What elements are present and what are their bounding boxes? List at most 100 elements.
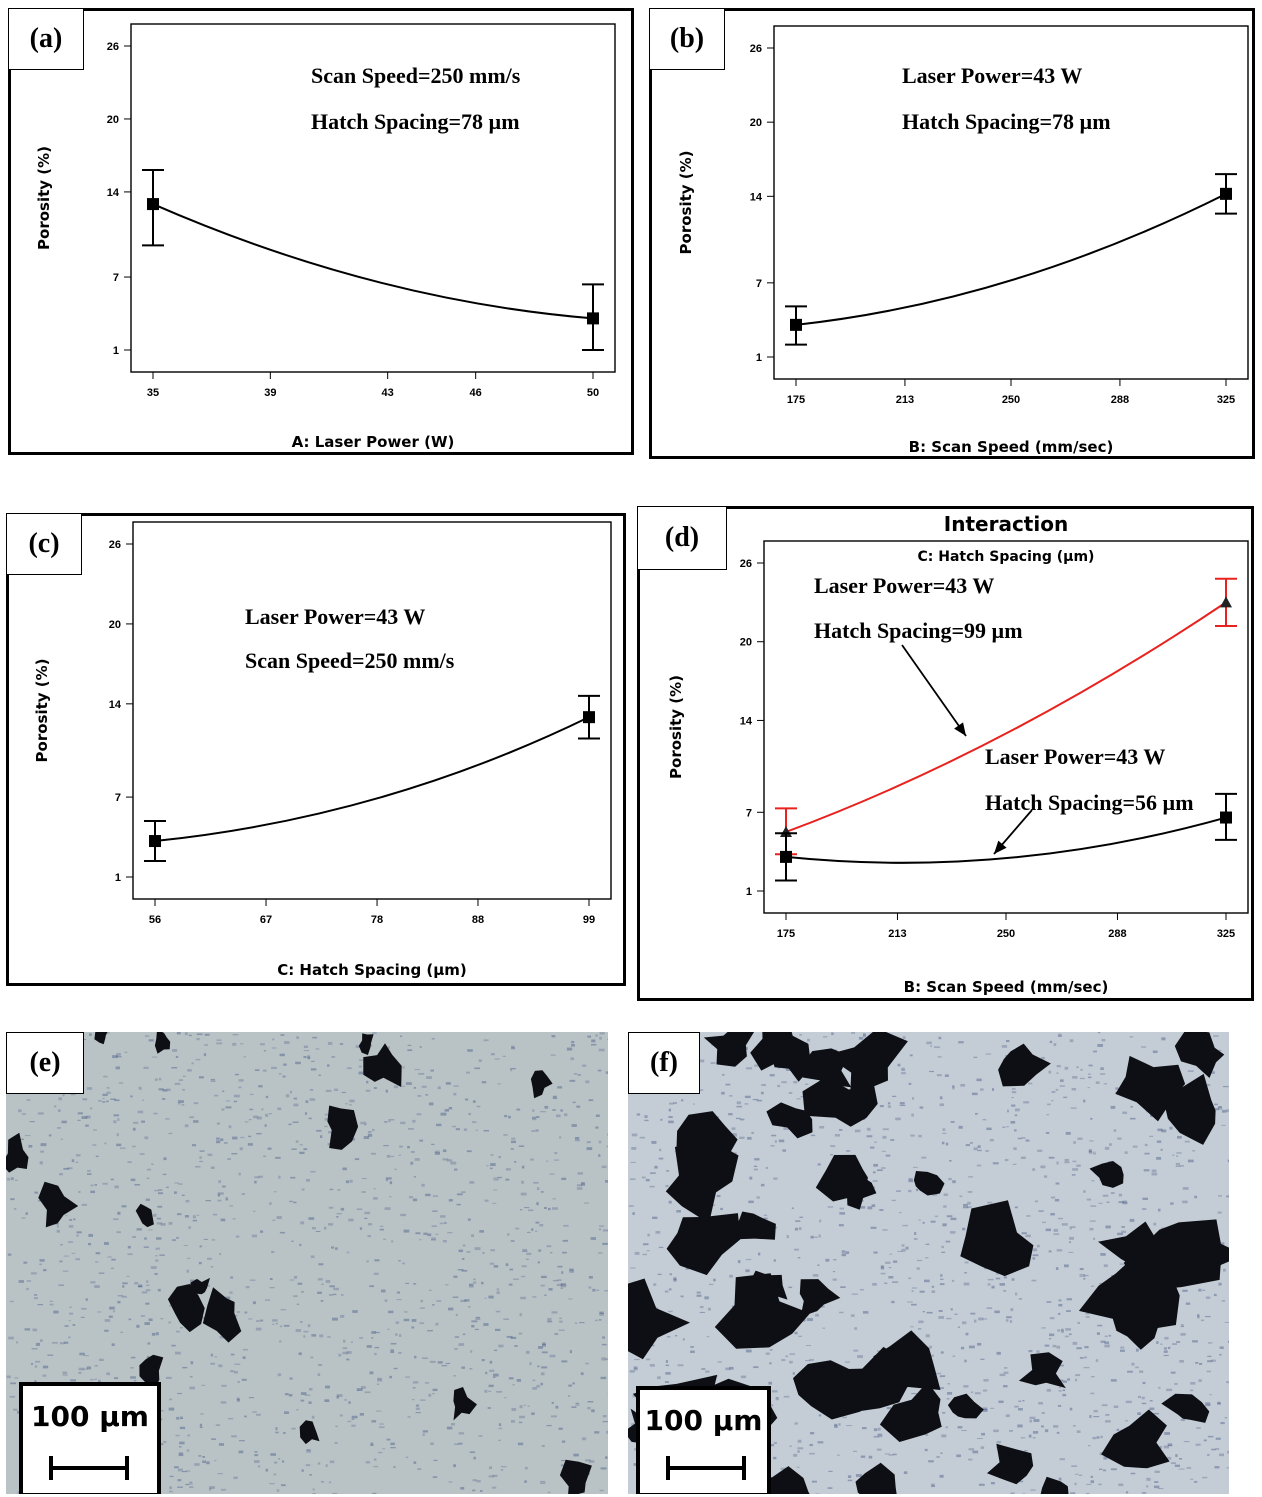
texture-speck [187,1434,190,1437]
texture-speck [62,1270,69,1272]
texture-speck [1072,1341,1078,1345]
pore [167,1284,205,1333]
texture-speck [456,1203,461,1206]
texture-speck [336,1394,343,1397]
texture-speck [309,1089,314,1091]
texture-speck [858,1036,864,1040]
texture-speck [1216,1049,1222,1052]
texture-speck [211,1438,216,1440]
texture-speck [237,1380,240,1384]
texture-speck [697,1089,704,1091]
texture-speck [168,1221,173,1225]
texture-speck [945,1426,949,1429]
texture-speck [737,1260,741,1264]
texture-speck [403,1229,410,1233]
texture-speck [631,1423,635,1427]
texture-speck [721,1073,725,1076]
texture-speck [533,1181,539,1184]
texture-speck [395,1333,398,1336]
texture-speck [1097,1044,1103,1047]
texture-speck [199,1423,203,1427]
texture-speck [480,1489,483,1492]
texture-speck [978,1483,985,1486]
texture-speck [445,1284,449,1286]
texture-speck [645,1178,650,1182]
texture-speck [132,1236,137,1238]
texture-speck [1149,1400,1153,1402]
texture-speck [1079,1077,1085,1080]
texture-speck [275,1427,278,1431]
texture-speck [63,1341,69,1344]
texture-speck [372,1128,375,1132]
texture-speck [279,1231,285,1234]
x-tick-label: 35 [147,387,159,399]
texture-speck [649,1185,655,1188]
texture-speck [769,1362,772,1365]
texture-speck [311,1334,317,1337]
texture-speck [931,1483,935,1486]
texture-speck [845,1251,850,1254]
texture-speck [1205,1296,1211,1299]
texture-speck [540,1480,546,1483]
texture-speck [432,1195,438,1197]
texture-speck [704,1296,709,1300]
texture-speck [916,1188,919,1192]
texture-speck [668,1288,672,1291]
texture-speck [349,1104,352,1106]
texture-speck [1028,1434,1032,1438]
texture-speck [1110,1468,1117,1471]
texture-speck [541,1275,547,1279]
texture-speck [497,1176,502,1179]
pore [737,1283,773,1309]
texture-speck [1053,1425,1059,1428]
texture-speck [1057,1329,1061,1332]
texture-speck [564,1113,568,1117]
texture-speck [345,1180,350,1184]
texture-speck [508,1377,514,1380]
texture-speck [227,1417,234,1420]
texture-speck [1044,1344,1050,1347]
annotation-text: Hatch Spacing=99 µm [814,618,1023,643]
texture-speck [356,1389,360,1391]
texture-speck [1069,1407,1073,1411]
texture-speck [151,1163,154,1165]
texture-speck [1093,1410,1098,1413]
texture-speck [407,1127,414,1130]
texture-speck [799,1216,804,1218]
texture-speck [83,1355,89,1357]
texture-speck [1198,1288,1202,1292]
texture-speck [902,1036,906,1039]
texture-speck [81,1307,87,1310]
texture-speck [989,1138,994,1142]
texture-speck [806,1318,813,1322]
texture-speck [487,1407,491,1409]
texture-speck [939,1375,946,1378]
texture-speck [970,1312,976,1315]
texture-speck [289,1200,293,1203]
texture-speck [1067,1378,1071,1381]
texture-speck [783,1395,790,1398]
texture-speck [528,1209,534,1212]
texture-speck [698,1059,705,1063]
texture-speck [987,1201,993,1204]
texture-speck [588,1276,593,1279]
texture-speck [1054,1198,1060,1202]
texture-speck [575,1402,580,1404]
texture-speck [306,1450,312,1453]
texture-speck [839,1311,844,1314]
texture-speck [1098,1483,1102,1486]
texture-speck [581,1437,587,1441]
texture-speck [1149,1407,1155,1411]
texture-speck [88,1233,93,1237]
texture-speck [810,1235,814,1239]
pore [998,1043,1051,1087]
texture-speck [540,1111,546,1113]
texture-speck [417,1468,422,1470]
texture-speck [1227,1340,1229,1343]
x-tick-label: 43 [382,387,394,399]
texture-speck [306,1178,310,1182]
texture-speck [475,1316,481,1319]
texture-speck [62,1374,68,1376]
texture-speck [178,1079,184,1081]
texture-speck [1005,1414,1010,1418]
